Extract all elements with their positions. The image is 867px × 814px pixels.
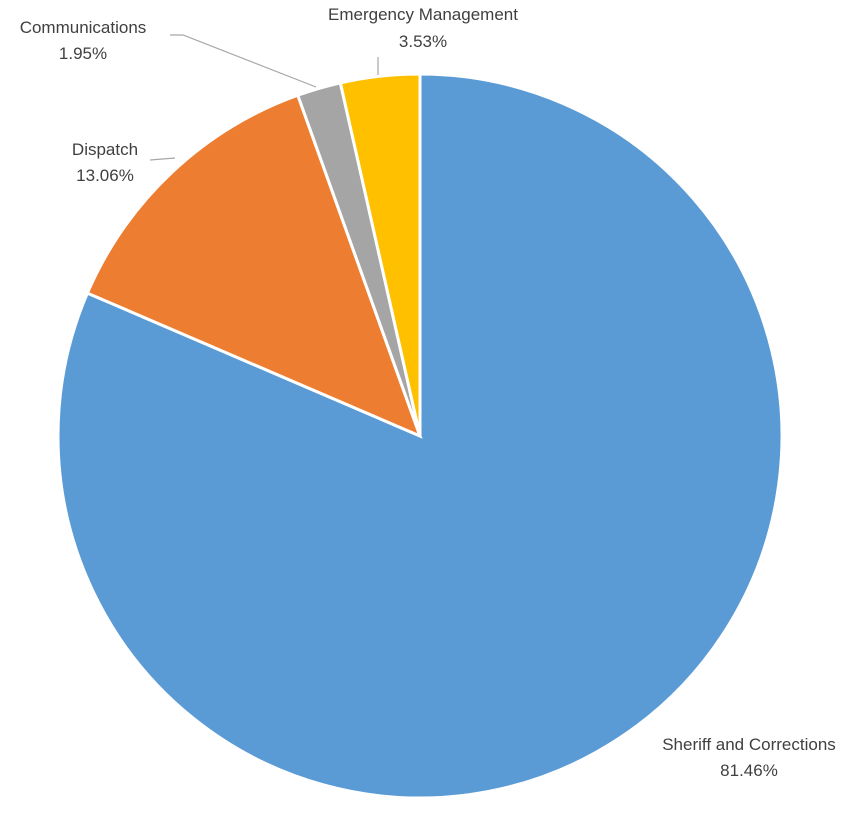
data-label-name-communications: Communications: [20, 18, 147, 37]
leader-lines: [149, 34, 379, 161]
leader-line-communications: [170, 34, 317, 88]
data-labels: Sheriff and Corrections 81.46% Dispatch 13.…: [20, 5, 836, 780]
data-label-value-sheriff-and-corrections: 81.46%: [720, 761, 778, 780]
data-label-name-sheriff-and-corrections: Sheriff and Corrections: [662, 735, 836, 754]
leader-line-dispatch: [149, 157, 176, 161]
data-label-value-dispatch: 13.06%: [76, 166, 134, 185]
pie-slice-dispatch: [85, 93, 423, 439]
pie-slice-emergency-management: [338, 72, 422, 437]
pie-slices: [56, 72, 784, 800]
data-label-name-emergency-management: Emergency Management: [328, 5, 518, 24]
data-label-name-dispatch: Dispatch: [72, 140, 138, 159]
data-label-value-communications: 1.95%: [59, 44, 107, 63]
data-label-value-emergency-management: 3.53%: [399, 32, 447, 51]
